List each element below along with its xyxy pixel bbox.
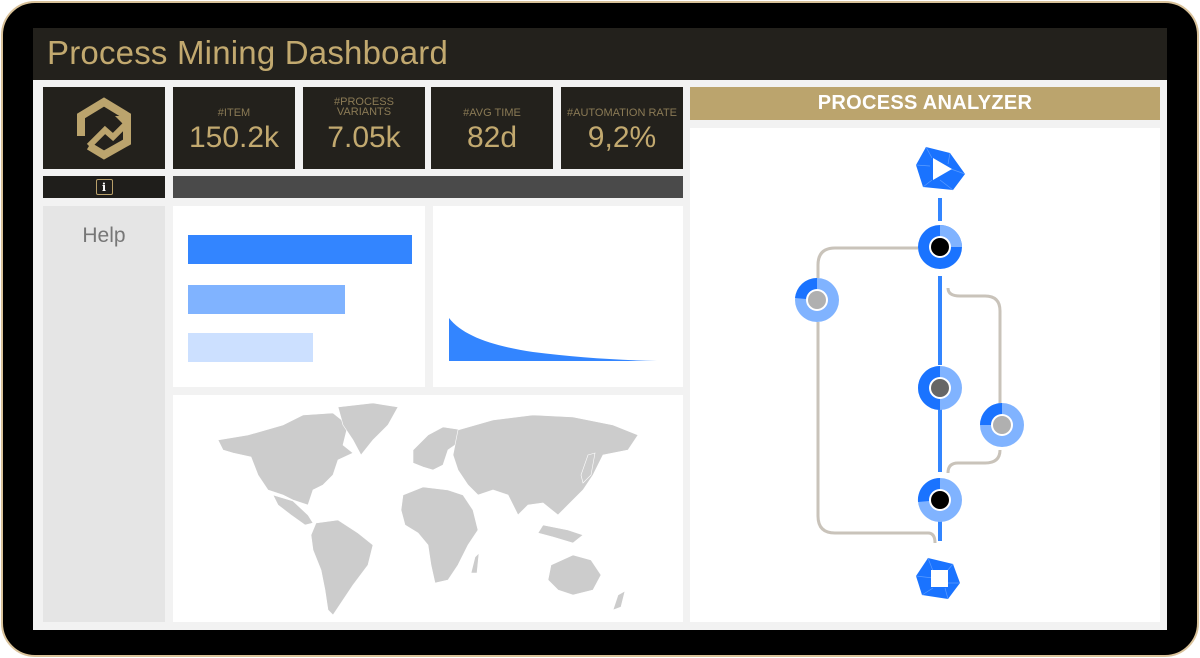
- process-analyzer-header: PROCESS ANALYZER: [690, 87, 1160, 120]
- kpi-item-count: #ITEM 150.2k: [173, 87, 295, 169]
- kpi-label: #AVG TIME: [463, 107, 521, 119]
- activity-node-a1[interactable]: [918, 225, 962, 269]
- kpi-avg-time: #AVG TIME 82d: [431, 87, 553, 169]
- connector-a2-end: [816, 322, 937, 544]
- kpi-process-variants: #PROCESS VARIANTS 7.05k: [303, 87, 425, 169]
- page-title: Process Mining Dashboard: [47, 34, 448, 71]
- help-link[interactable]: Help: [82, 224, 126, 247]
- end-node[interactable]: [915, 557, 960, 600]
- kpi-value: 82d: [466, 121, 518, 154]
- connector-a1-a4: [946, 287, 1002, 416]
- bar-3[interactable]: [188, 333, 313, 362]
- help-panel: Help: [43, 206, 165, 622]
- dashboard-screen: Process Mining Dashboard #ITEM 150.2k #P…: [33, 28, 1167, 630]
- kpi-value: 9,2%: [587, 121, 657, 154]
- kpi-value: 150.2k: [188, 121, 280, 154]
- filter-bar[interactable]: [173, 176, 683, 198]
- connector-a4-a5: [946, 449, 1002, 474]
- hexagon-trend-up-icon: [69, 96, 139, 160]
- bar-2[interactable]: [188, 285, 345, 314]
- activity-node-a5[interactable]: [917, 477, 962, 522]
- activity-node-a2[interactable]: [795, 277, 839, 322]
- stop-icon: [931, 570, 948, 587]
- kpi-label: #AUTOMATION RATE: [566, 107, 677, 119]
- activity-node-a3[interactable]: [918, 366, 962, 410]
- bar-chart-card: [173, 206, 425, 387]
- start-node[interactable]: [915, 146, 966, 191]
- kpi-automation-rate: #AUTOMATION RATE 9,2%: [561, 87, 683, 169]
- process-flow-diagram: [795, 146, 1024, 600]
- process-analyzer-card: [690, 128, 1160, 622]
- area-chart: [449, 318, 657, 361]
- title-bar: Process Mining Dashboard: [33, 28, 1167, 80]
- world-map-card: [173, 395, 683, 622]
- world-map[interactable]: [173, 395, 683, 622]
- play-icon: [933, 158, 952, 180]
- area-chart-card: [433, 206, 683, 387]
- info-icon[interactable]: i: [95, 179, 113, 195]
- bar-1[interactable]: [188, 235, 412, 264]
- info-bar: i: [43, 176, 165, 198]
- activity-node-a4[interactable]: [980, 403, 1024, 447]
- logo-tile: [43, 87, 165, 169]
- kpi-label: #ITEM: [217, 107, 251, 119]
- kpi-label: VARIANTS: [336, 106, 392, 118]
- kpi-label: #PROCESS: [334, 96, 394, 108]
- connector-a1-a2: [816, 246, 918, 278]
- kpi-value: 7.05k: [327, 121, 401, 154]
